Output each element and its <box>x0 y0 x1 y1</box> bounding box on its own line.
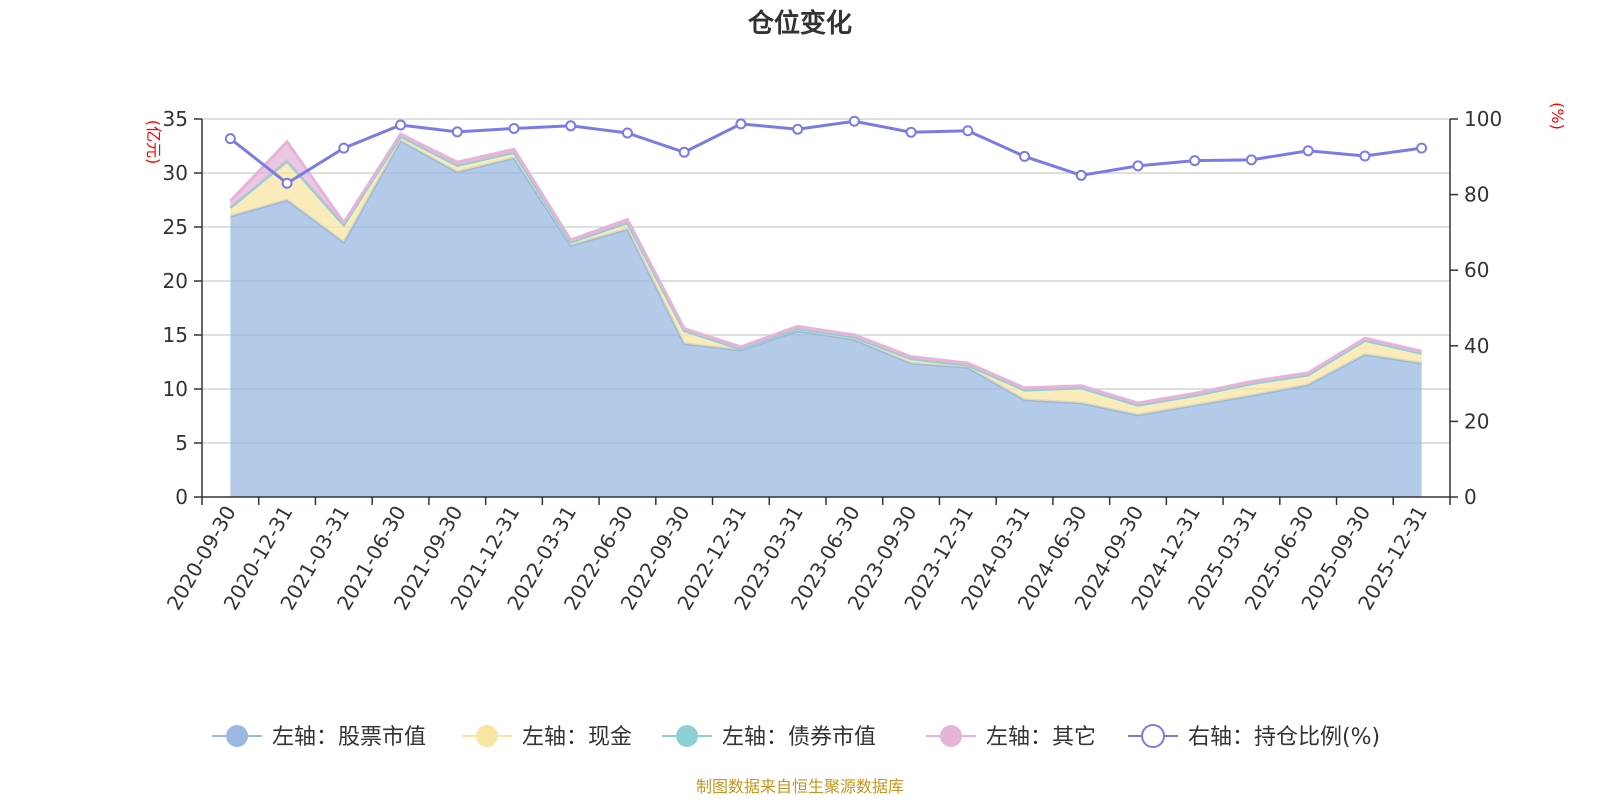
legend-label-4: 右轴：持仓比例(%) <box>1188 725 1380 750</box>
ratio-point-3 <box>395 119 407 131</box>
ratio-point-6 <box>565 120 577 132</box>
right-tick-label-1: 20 <box>1464 409 1489 433</box>
legend-item-2[interactable]: 左轴：债券市值 <box>662 725 876 750</box>
ratio-point-21 <box>1416 142 1428 154</box>
legend-marker-1 <box>476 725 498 747</box>
area-series <box>229 132 1422 497</box>
ratio-point-5 <box>508 122 520 134</box>
ratio-point-9 <box>735 118 747 130</box>
ratio-point-12 <box>905 126 917 138</box>
legend-label-1: 左轴：现金 <box>522 725 632 750</box>
legend-item-3[interactable]: 左轴：其它 <box>926 725 1096 750</box>
left-tick-label-4: 20 <box>163 269 188 293</box>
right-tick-label-3: 60 <box>1464 258 1489 282</box>
legend-label-3: 左轴：其它 <box>986 725 1096 750</box>
right-tick-label-5: 100 <box>1464 107 1502 131</box>
ratio-point-20 <box>1359 150 1371 162</box>
area-edge-3 <box>229 132 1422 405</box>
right-axis-unit: (%) <box>1548 102 1567 130</box>
ratio-point-4 <box>451 126 463 138</box>
ratio-line <box>229 119 1422 186</box>
legend-marker-3 <box>940 725 962 747</box>
ratio-point-13 <box>962 125 974 137</box>
left-tick-label-6: 30 <box>163 161 188 185</box>
ratio-point-10 <box>792 123 804 135</box>
legend-label-0: 左轴：股票市值 <box>272 725 426 750</box>
right-tick-label-2: 40 <box>1464 334 1489 358</box>
ratio-point-0 <box>224 133 236 145</box>
left-tick-label-2: 10 <box>163 377 188 401</box>
legend-item-0[interactable]: 左轴：股票市值 <box>212 725 426 750</box>
area-0 <box>230 140 1422 497</box>
left-tick-label-0: 0 <box>175 485 188 509</box>
ratio-point-19 <box>1302 145 1314 157</box>
left-tick-label-5: 25 <box>163 215 188 239</box>
ratio-point-7 <box>621 127 633 139</box>
legend-item-4[interactable]: 右轴：持仓比例(%) <box>1128 724 1380 750</box>
legend-marker-0 <box>226 725 248 747</box>
ratio-point-18 <box>1245 154 1257 166</box>
ratio-point-15 <box>1075 169 1087 181</box>
ratio-point-14 <box>1019 150 1031 162</box>
left-tick-label-1: 5 <box>175 431 188 455</box>
legend-marker-2 <box>676 725 698 747</box>
ratio-point-8 <box>678 146 690 158</box>
right-tick-label-4: 80 <box>1464 183 1489 207</box>
ratio-line-series <box>224 115 1428 189</box>
ratio-point-11 <box>848 115 860 127</box>
left-tick-label-3: 15 <box>163 323 188 347</box>
right-tick-label-0: 0 <box>1464 485 1477 509</box>
left-tick-label-7: 35 <box>163 107 188 131</box>
ratio-point-17 <box>1189 155 1201 167</box>
left-axis-unit: (亿元) <box>144 120 163 165</box>
ratio-point-16 <box>1132 160 1144 172</box>
legend-item-1[interactable]: 左轴：现金 <box>462 725 632 750</box>
legend-label-2: 左轴：债券市值 <box>722 725 876 750</box>
chart-title: 仓位变化 <box>747 8 852 39</box>
data-source-note: 制图数据来自恒生聚源数据库 <box>696 777 904 796</box>
legend[interactable]: 左轴：股票市值 左轴：现金 左轴：债券市值 左轴：其它 右轴：持仓比例(%) <box>212 724 1380 750</box>
legend-marker-4 <box>1141 724 1165 748</box>
ratio-point-2 <box>338 142 350 154</box>
ratio-point-1 <box>281 177 293 189</box>
